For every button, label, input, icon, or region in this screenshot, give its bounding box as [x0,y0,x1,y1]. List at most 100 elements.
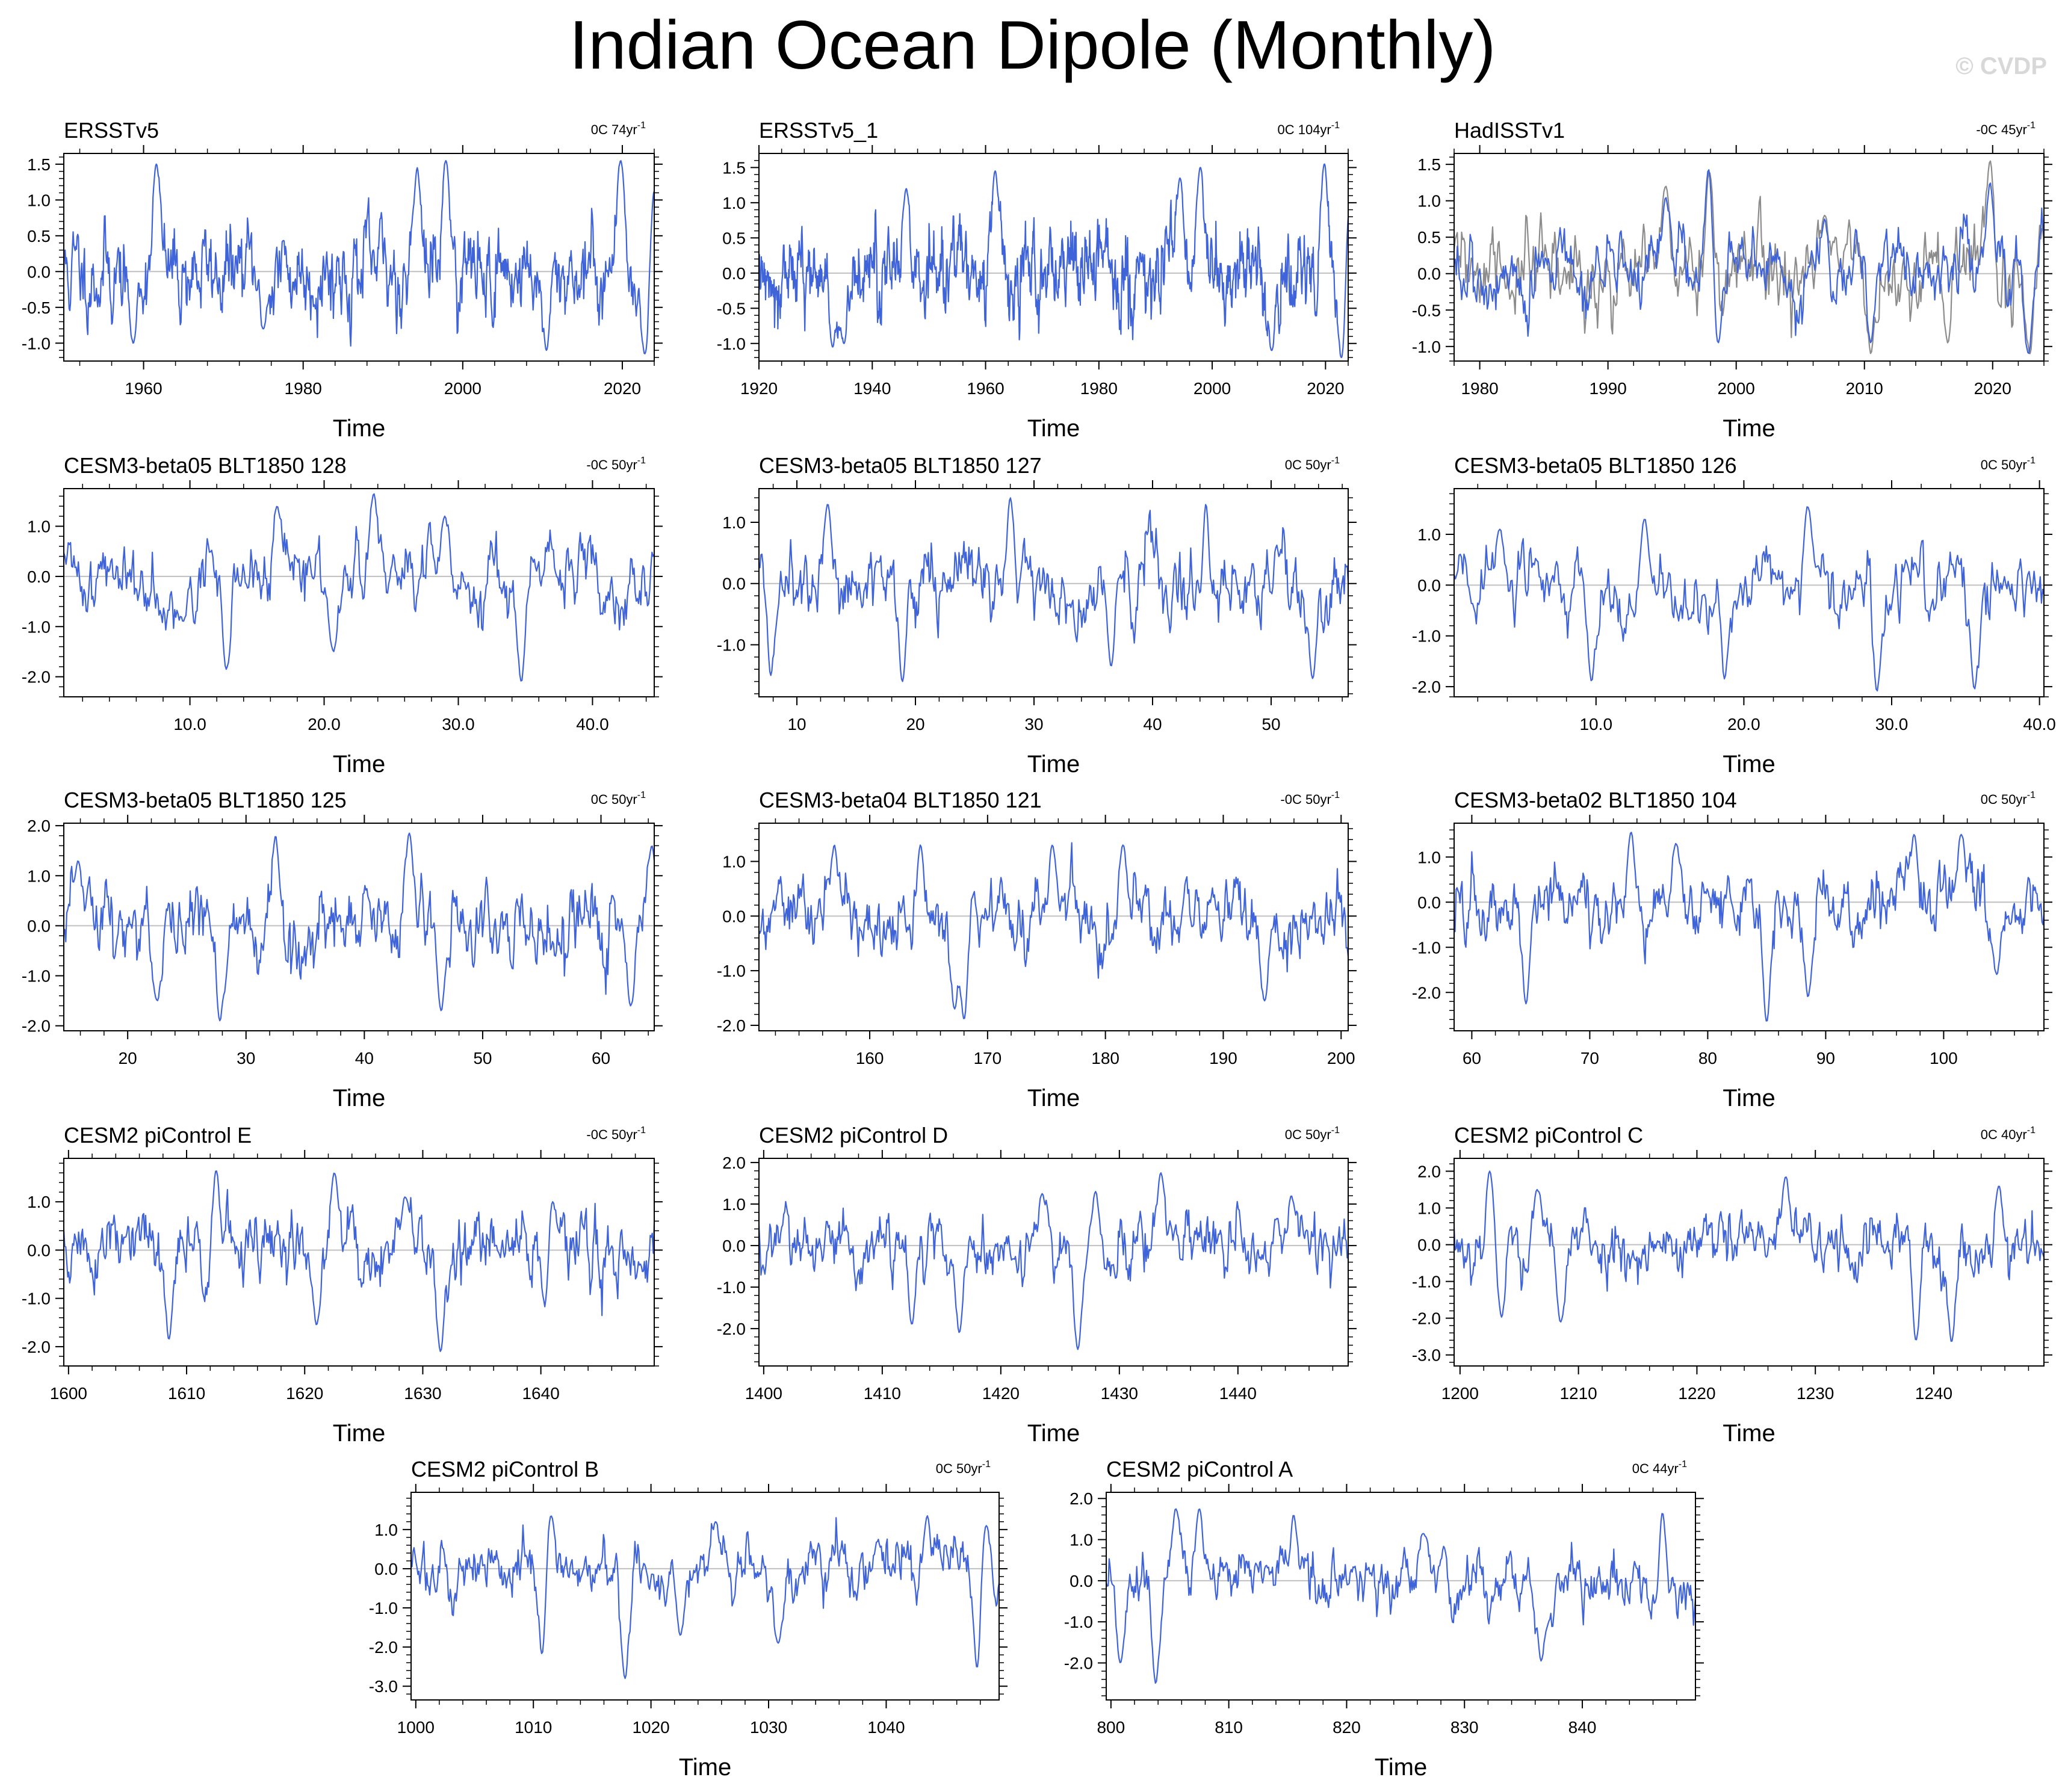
trend-annotation: 0C 50yr-1 [591,790,646,807]
series-line [410,1515,1000,1679]
x-tick-label: 10 [787,715,806,734]
series-line [63,832,655,1022]
series-line [1105,1508,1697,1684]
x-tick-label: 180 [1091,1049,1119,1067]
y-tick-label: 0.0 [1070,1572,1093,1590]
y-tick-label: 1.0 [27,867,51,885]
series-line [758,163,1349,359]
panel-2: 1920 1940 1960 1980 2000 2020 -1.0 -0.5 0.0 0.5 1.… [717,118,1357,442]
x-tick-label: 30 [1024,715,1043,734]
y-tick-label: -1.0 [22,1290,51,1308]
series-line [758,1172,1349,1350]
y-tick-label: 2.0 [722,1154,746,1172]
x-tick-label: 1030 [750,1718,787,1737]
y-tick-label: 0.5 [1417,228,1441,247]
x-tick-label: 40 [1143,715,1162,734]
trend-annotation: 0C 74yr-1 [591,120,646,137]
panel-title: CESM3-beta05 BLT1850 125 [64,788,347,812]
x-tick-label: 30 [237,1049,255,1067]
panel-title: CESM3-beta05 BLT1850 128 [64,453,347,478]
y-tick-label: -2.0 [1412,983,1441,1002]
x-axis-label: Time [333,1420,385,1447]
x-tick-label: 200 [1327,1049,1355,1067]
panel-title: CESM3-beta05 BLT1850 127 [759,453,1042,478]
y-tick-label: 1.0 [722,513,746,532]
y-tick-label: 0.0 [27,262,51,281]
plot-frame [758,823,1349,1031]
trend-annotation: -0C 50yr-1 [586,1125,646,1142]
x-tick-label: 40.0 [576,715,609,734]
x-tick-label: 1220 [1678,1384,1715,1403]
x-tick-label: 1980 [1461,379,1498,398]
trend-annotation: 0C 44yr-1 [1632,1459,1687,1476]
trend-annotation: 0C 50yr-1 [936,1459,991,1476]
y-tick-label: -2.0 [717,1320,746,1338]
plot-frame [63,823,655,1031]
x-tick-label: 70 [1580,1049,1599,1067]
y-tick-label: 2.0 [27,817,51,835]
x-tick-label: 20 [906,715,924,734]
x-tick-label: 190 [1209,1049,1237,1067]
panel-10: 1600 1610 1620 1630 1640 -2.0 -1.0 0.0 1.0 CESM2 … [22,1123,663,1447]
figure-title: Indian Ocean Dipole (Monthly) [569,7,1496,84]
x-tick-label: 2000 [1193,379,1231,398]
y-tick-label: 0.0 [1417,265,1441,283]
x-tick-label: 820 [1333,1718,1361,1737]
y-tick-label: -2.0 [369,1638,398,1657]
x-tick-label: 2010 [1846,379,1883,398]
x-axis-label: Time [1723,1420,1775,1447]
watermark: © CVDP [1955,53,2047,79]
x-axis-label: Time [1723,751,1775,777]
x-tick-label: 10.0 [1580,715,1613,734]
plot-frame [1454,153,2045,362]
series-line [1453,506,2045,692]
y-tick-label: 1.0 [27,518,51,536]
plot-frame [1454,823,2045,1031]
plot-frame [758,488,1349,697]
plot-frame [758,1158,1349,1367]
x-tick-label: 1940 [853,379,891,398]
y-tick-label: 1.0 [27,191,51,209]
y-tick-label: 0.5 [722,229,746,247]
y-tick-label: -0.5 [717,299,746,318]
panel-8: 160 170 180 190 200 -2.0 -1.0 0.0 1.0 CESM3-beta0… [717,788,1357,1111]
series-line [63,1170,655,1352]
panel-13: 1000 1010 1020 1030 1040 -3.0 -2.0 -1.0 0.0 1.0 CE… [369,1457,1008,1781]
x-tick-label: 1420 [982,1384,1020,1403]
x-tick-label: 1920 [740,379,778,398]
panel-title: CESM2 piControl D [759,1123,948,1148]
x-axis-label: Time [1027,1420,1080,1447]
y-tick-label: 1.0 [1417,192,1441,211]
y-tick-label: 2.0 [1070,1489,1093,1508]
x-tick-label: 830 [1450,1718,1479,1737]
y-tick-label: -2.0 [22,668,51,687]
y-tick-label: -1.0 [1064,1613,1093,1631]
x-axis-label: Time [1027,751,1080,777]
y-tick-label: 1.0 [374,1521,398,1539]
y-tick-label: 1.0 [1417,1199,1441,1217]
y-tick-label: 0.0 [27,567,51,586]
panel-title: CESM3-beta02 BLT1850 104 [1454,788,1737,812]
y-tick-label: -1.0 [22,334,51,353]
x-axis-label: Time [1027,415,1080,442]
plot-frame [1454,1158,2045,1367]
x-tick-label: 20.0 [308,715,341,734]
panel-3: 1980 1990 2000 2010 2020 -1.0 -0.5 0.0 0.5 1.0 1.5… [1412,118,2052,442]
y-tick-label: 0.0 [27,916,51,935]
x-tick-label: 1600 [50,1384,87,1403]
panel-title: HadISSTv1 [1454,118,1565,143]
y-tick-label: -3.0 [1412,1346,1441,1365]
x-tick-label: 160 [856,1049,884,1067]
x-tick-label: 1990 [1590,379,1627,398]
plot-frame [63,488,655,697]
x-tick-label: 40 [355,1049,374,1067]
x-tick-label: 40.0 [2023,715,2056,734]
y-tick-label: 1.0 [27,1193,51,1211]
x-tick-label: 1400 [745,1384,782,1403]
x-tick-label: 1430 [1101,1384,1138,1403]
trend-annotation: -0C 50yr-1 [1280,790,1340,807]
plot-frame [1106,1492,1696,1701]
y-tick-label: 1.0 [722,194,746,212]
y-tick-label: -1.0 [369,1599,398,1617]
x-axis-label: Time [679,1754,731,1781]
